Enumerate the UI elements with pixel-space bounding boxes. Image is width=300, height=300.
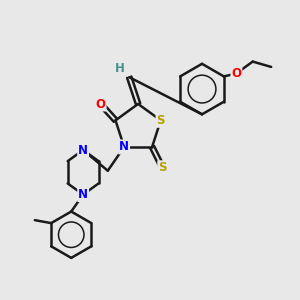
Text: N: N (78, 188, 88, 201)
Text: O: O (96, 98, 106, 110)
Text: S: S (158, 161, 167, 174)
Text: S: S (157, 114, 165, 127)
Text: O: O (231, 67, 242, 80)
Text: N: N (119, 140, 129, 153)
Text: H: H (115, 62, 124, 75)
Text: N: N (78, 143, 88, 157)
